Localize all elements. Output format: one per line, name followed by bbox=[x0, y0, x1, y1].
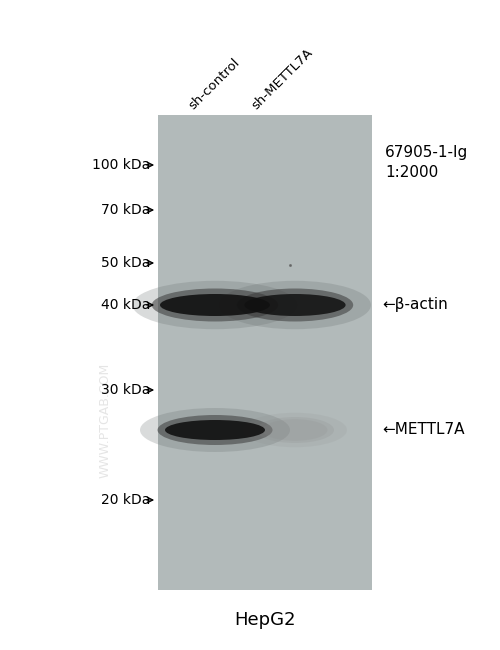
Text: sh-METTL7A: sh-METTL7A bbox=[249, 46, 315, 112]
Text: ←β-actin: ←β-actin bbox=[382, 298, 448, 313]
Text: 50 kDa: 50 kDa bbox=[100, 256, 150, 270]
Ellipse shape bbox=[160, 294, 270, 316]
Ellipse shape bbox=[152, 289, 278, 322]
Text: WWW.PTGAB.COM: WWW.PTGAB.COM bbox=[98, 363, 112, 478]
Text: 40 kDa: 40 kDa bbox=[100, 298, 150, 312]
Ellipse shape bbox=[158, 415, 272, 445]
Text: 20 kDa: 20 kDa bbox=[100, 493, 150, 507]
Text: 100 kDa: 100 kDa bbox=[92, 158, 150, 172]
Text: ←METTL7A: ←METTL7A bbox=[382, 422, 464, 437]
Ellipse shape bbox=[219, 281, 371, 329]
Ellipse shape bbox=[244, 294, 346, 316]
Ellipse shape bbox=[132, 281, 298, 329]
Ellipse shape bbox=[140, 408, 290, 452]
Text: 70 kDa: 70 kDa bbox=[100, 203, 150, 217]
Text: 30 kDa: 30 kDa bbox=[100, 383, 150, 397]
Text: HepG2: HepG2 bbox=[234, 611, 296, 629]
Bar bbox=[158, 115, 372, 590]
Ellipse shape bbox=[165, 420, 265, 440]
Text: sh-control: sh-control bbox=[186, 56, 242, 112]
Ellipse shape bbox=[256, 417, 334, 443]
Ellipse shape bbox=[243, 413, 347, 447]
Ellipse shape bbox=[262, 419, 328, 441]
Text: 67905-1-Ig
1:2000: 67905-1-Ig 1:2000 bbox=[385, 145, 468, 180]
Ellipse shape bbox=[237, 289, 353, 322]
